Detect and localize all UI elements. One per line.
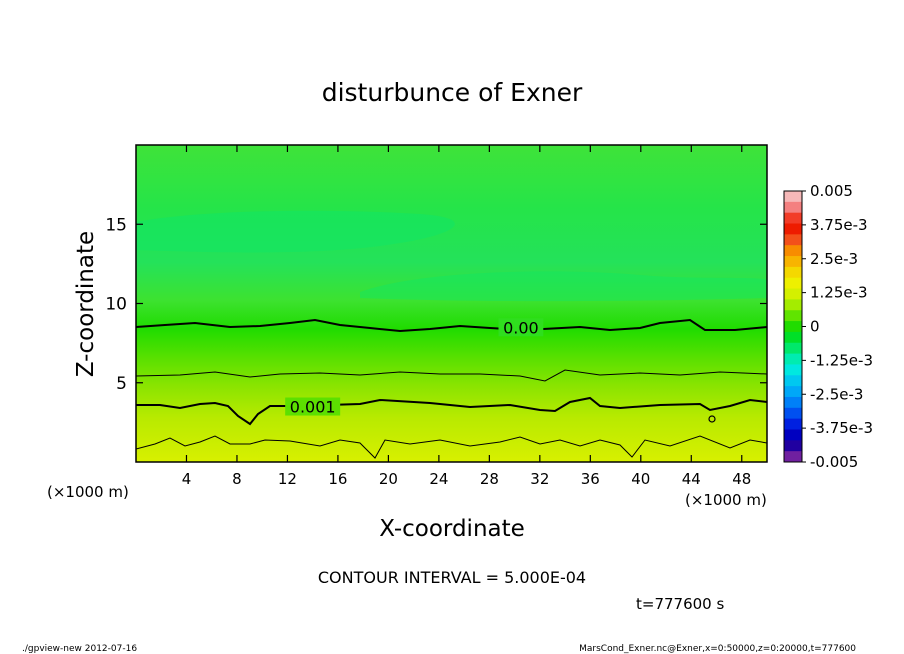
- colorbar-swatch: [784, 375, 802, 387]
- heatmap-field: [136, 145, 767, 462]
- x-tick-label: 16: [328, 470, 347, 488]
- footer-program-date: ./gpview-new 2012-07-16: [22, 644, 137, 654]
- colorbar-label: 0.005: [810, 182, 853, 200]
- colorbar-label: 2.5e-3: [810, 250, 858, 268]
- contour-labels: 0.00 0.001: [285, 318, 544, 417]
- colorbar-label: -0.005: [810, 453, 858, 471]
- x-tick-label: 4: [182, 470, 192, 488]
- colorbar-swatch: [784, 440, 802, 452]
- contour-interval-note: CONTOUR INTERVAL = 5.000E-04: [318, 568, 586, 587]
- x-tick-label: 20: [379, 470, 398, 488]
- colorbar-labels: 0.005 3.75e-3 2.5e-3 1.25e-3 0 -1.25e-3 -2.5e-…: [802, 182, 873, 471]
- colorbar-swatch: [784, 451, 802, 463]
- y-tick-label: 15: [105, 215, 127, 235]
- x-tick-label: 32: [530, 470, 549, 488]
- x-tick-label: 28: [480, 470, 499, 488]
- colorbar: [783, 190, 803, 463]
- chart-title: disturbunce of Exner: [322, 78, 583, 107]
- contour-label: 0.00: [503, 318, 539, 337]
- lighter-region-2: [360, 271, 767, 302]
- colorbar-label: 1.25e-3: [810, 284, 868, 302]
- contour-line-0.001: [136, 396, 767, 426]
- lighter-region: [136, 210, 455, 253]
- colorbar-swatch: [784, 310, 802, 322]
- x-axis-ticks: 4 8 12 16 20 24 28 32 36 40 44 48: [182, 145, 751, 488]
- colorbar-swatch: [784, 256, 802, 268]
- colorbar-swatch: [784, 407, 802, 420]
- colorbar-swatch: [784, 245, 802, 257]
- x-tick-label: 36: [581, 470, 600, 488]
- colorbar-swatch: [784, 299, 802, 311]
- time-label: t=777600 s: [636, 595, 724, 613]
- x-tick-label: 44: [682, 470, 701, 488]
- colorbar-label: 3.75e-3: [810, 216, 868, 234]
- x-tick-label: 24: [429, 470, 448, 488]
- contour-label-mask: [285, 397, 341, 416]
- footer-source: MarsCond_Exner.nc@Exner,x=0:50000,z=0:20…: [579, 644, 856, 654]
- contour-label: 0.001: [290, 398, 336, 417]
- colorbar-swatch: [784, 191, 802, 203]
- colorbar-label: -2.5e-3: [810, 385, 863, 403]
- y-tick-label: 5: [116, 374, 127, 394]
- contour-line-thin-upper: [136, 369, 767, 382]
- contour-line-thin-lower: [136, 435, 767, 459]
- y-axis-ticks: 5 10 15: [105, 215, 767, 394]
- x-tick-label: 12: [278, 470, 297, 488]
- colorbar-swatch: [784, 234, 802, 246]
- colorbar-swatch: [784, 212, 802, 225]
- colorbar-label: 0: [810, 318, 820, 336]
- colorbar-swatch: [784, 364, 802, 376]
- colorbar-swatch: [784, 396, 802, 409]
- x-unit-right: (×1000 m): [685, 491, 767, 509]
- x-tick-label: 40: [631, 470, 650, 488]
- plot-area: [136, 145, 767, 462]
- colorbar-label: -3.75e-3: [810, 419, 873, 437]
- colorbar-swatch: [784, 201, 802, 214]
- colorbar-swatch: [784, 223, 802, 235]
- contour-closed-loop: [708, 415, 716, 423]
- x-tick-label: 8: [232, 470, 242, 488]
- x-tick-label: 48: [732, 470, 751, 488]
- x-axis-title: X-coordinate: [379, 516, 525, 542]
- y-tick-label: 10: [105, 295, 127, 315]
- colorbar-swatch: [784, 342, 802, 355]
- x-unit-left: (×1000 m): [47, 483, 129, 501]
- colorbar-swatch: [784, 266, 802, 279]
- colorbar-swatch: [784, 321, 802, 333]
- colorbar-swatch: [784, 418, 802, 430]
- contour-label-mask: [498, 318, 544, 337]
- contour-line-zero: [136, 318, 767, 333]
- colorbar-swatch: [784, 288, 802, 300]
- colorbar-swatch: [784, 353, 802, 365]
- colorbar-swatch: [784, 331, 802, 344]
- colorbar-swatch: [784, 429, 802, 441]
- colorbar-swatch: [784, 386, 802, 398]
- y-axis-title: Z-coordinate: [73, 231, 99, 377]
- colorbar-label: -1.25e-3: [810, 351, 873, 369]
- colorbar-swatch: [784, 277, 802, 290]
